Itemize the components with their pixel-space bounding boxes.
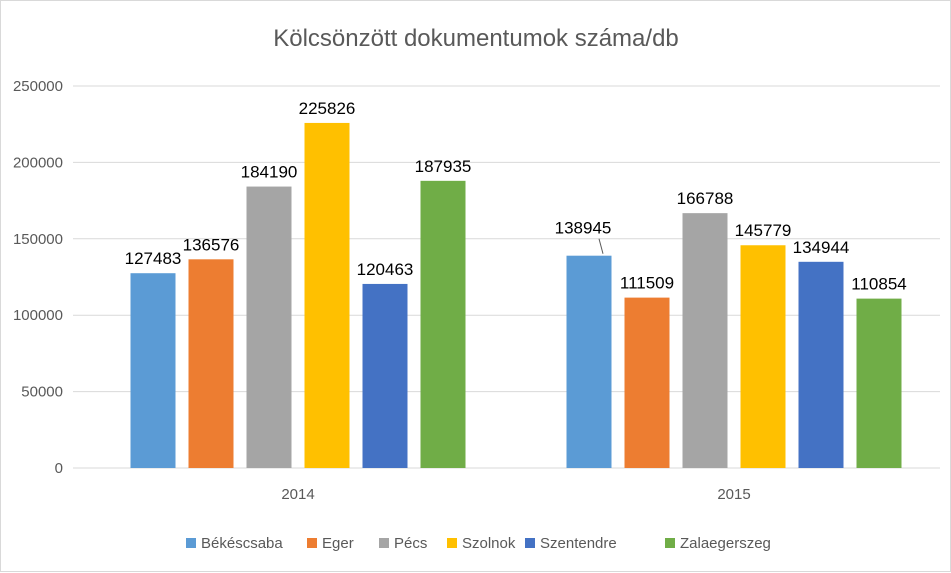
x-axis-categories: 2014 2015 <box>281 486 750 503</box>
bar <box>624 297 670 468</box>
data-label: 166788 <box>677 189 734 208</box>
legend-label: Békéscsaba <box>201 535 283 552</box>
legend-label: Szentendre <box>540 535 617 552</box>
y-axis-ticks: 0 50000 100000 150000 200000 250000 <box>13 78 63 477</box>
x-category-label: 2014 <box>281 486 314 503</box>
label-leader-line <box>598 238 604 254</box>
legend-label: Szolnok <box>462 535 516 552</box>
data-label: 111509 <box>620 274 674 293</box>
legend-swatch <box>665 538 675 548</box>
data-label: 134944 <box>793 238 850 257</box>
bar <box>856 298 902 468</box>
x-category-label: 2015 <box>717 486 750 503</box>
legend-item: Szolnok <box>447 535 516 552</box>
bars <box>130 122 902 469</box>
data-label: 145779 <box>735 221 792 240</box>
bar <box>682 213 728 468</box>
legend-swatch <box>525 538 535 548</box>
bar <box>130 273 176 468</box>
bar <box>420 180 466 468</box>
legend: Békéscsaba Eger Pécs Szolnok Szentendre Zalae… <box>186 535 771 552</box>
legend-item: Békéscsaba <box>186 535 283 552</box>
chart-title: Kölcsönzött dokumentumok száma/db <box>273 25 679 52</box>
legend-item: Eger <box>307 535 354 552</box>
data-label: 184190 <box>241 163 298 182</box>
data-label: 120463 <box>357 260 414 279</box>
bar <box>304 122 350 469</box>
data-label: 187935 <box>415 157 472 176</box>
legend-item: Zalaegerszeg <box>665 535 771 552</box>
legend-swatch <box>186 538 196 548</box>
y-tick-label: 50000 <box>21 384 63 401</box>
data-label: 110854 <box>851 275 906 294</box>
legend-label: Zalaegerszeg <box>680 535 771 552</box>
data-label: 127483 <box>125 249 182 268</box>
bar <box>566 255 612 468</box>
legend-swatch <box>447 538 457 548</box>
y-tick-label: 150000 <box>13 231 63 248</box>
data-label: 136576 <box>183 235 240 254</box>
y-tick-label: 100000 <box>13 307 63 324</box>
y-tick-label: 0 <box>55 460 63 477</box>
legend-item: Pécs <box>379 535 427 552</box>
bar <box>188 259 234 468</box>
legend-label: Eger <box>322 535 354 552</box>
legend-label: Pécs <box>394 535 427 552</box>
legend-swatch <box>379 538 389 548</box>
bar <box>246 186 292 468</box>
bar <box>798 261 844 468</box>
bar <box>740 245 786 468</box>
legend-swatch <box>307 538 317 548</box>
data-label: 225826 <box>299 99 356 118</box>
y-tick-label: 250000 <box>13 78 63 95</box>
data-label: 138945 <box>555 219 612 238</box>
y-tick-label: 200000 <box>13 154 63 171</box>
bar <box>362 283 408 468</box>
legend-item: Szentendre <box>525 535 617 552</box>
